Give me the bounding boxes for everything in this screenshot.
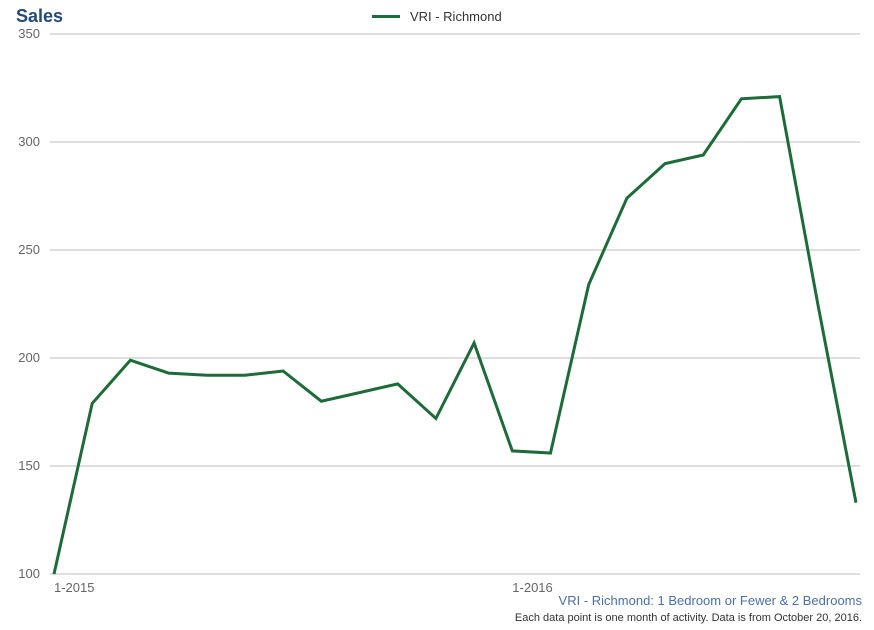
- legend-label: VRI - Richmond: [410, 9, 502, 24]
- series-line: [54, 97, 856, 574]
- y-tick-label: 200: [0, 350, 40, 365]
- legend-swatch: [372, 15, 400, 18]
- y-tick-label: 350: [0, 26, 40, 41]
- y-tick-label: 300: [0, 134, 40, 149]
- x-tick-label: 1-2015: [54, 580, 94, 595]
- chart-container: Sales VRI - Richmond 100150200250300350 …: [0, 0, 874, 630]
- y-tick-label: 100: [0, 566, 40, 581]
- y-tick-label: 250: [0, 242, 40, 257]
- x-tick-label: 1-2016: [512, 580, 552, 595]
- y-tick-label: 150: [0, 458, 40, 473]
- chart-footnote: Each data point is one month of activity…: [515, 612, 862, 624]
- chart-subtitle: VRI - Richmond: 1 Bedroom or Fewer & 2 B…: [559, 593, 862, 608]
- legend: VRI - Richmond: [0, 8, 874, 24]
- plot-area: [50, 30, 860, 578]
- gridlines: [50, 34, 860, 574]
